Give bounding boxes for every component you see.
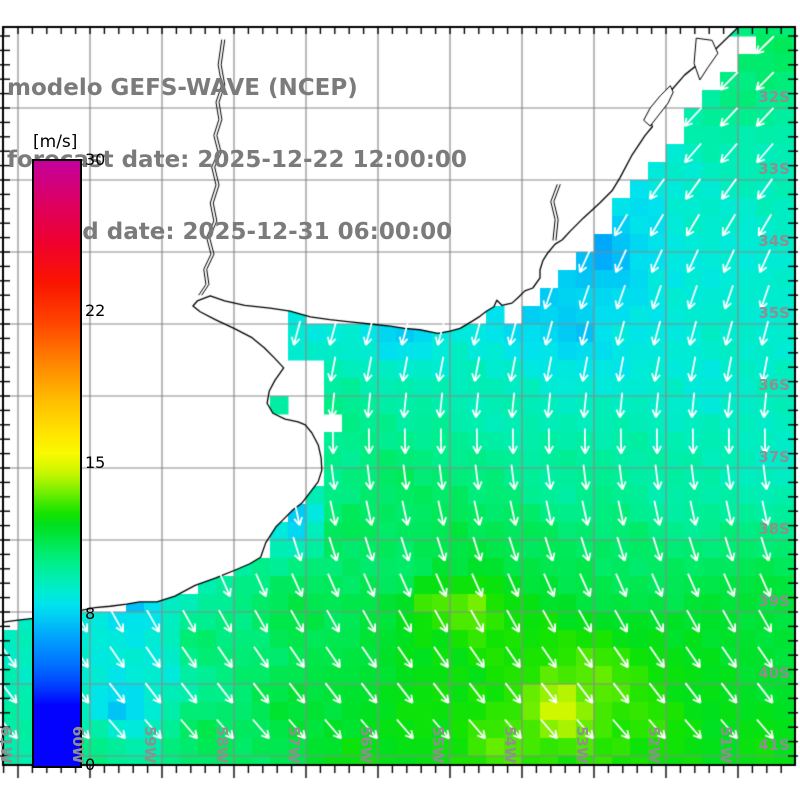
lat-axis-label: 37S (758, 448, 790, 466)
lat-axis-label: 40S (758, 664, 790, 682)
colorbar (32, 159, 82, 768)
lat-axis-label: 34S (758, 232, 790, 250)
lon-axis-label: 54W (501, 726, 519, 764)
lat-axis-label: 39S (758, 592, 790, 610)
lat-axis-label: 38S (758, 520, 790, 538)
colorbar-tick-label: 8 (85, 603, 96, 623)
lon-axis-label: 58W (213, 726, 231, 764)
lat-axis-label: 41S (758, 736, 790, 754)
lon-axis-label: 55W (429, 726, 447, 764)
lon-axis-label: 53W (573, 726, 591, 764)
lon-axis-label: 56W (357, 726, 375, 764)
colorbar-tick-label: 30 (85, 150, 106, 169)
lat-axis-label: 32S (758, 88, 790, 106)
lon-axis-label: 57W (285, 726, 303, 764)
model-title: modelo GEFS-WAVE (NCEP) (7, 75, 358, 101)
colorbar-tick-label: 22 (85, 301, 106, 321)
lon-axis-label: 51W (717, 726, 735, 764)
colorbar-tick-label: 0 (85, 755, 96, 774)
lon-axis-label: 52W (645, 726, 663, 764)
lat-axis-label: 36S (758, 376, 790, 394)
lon-axis-label: 61W (0, 726, 15, 764)
colorbar-tick-label: 15 (85, 452, 106, 472)
lon-axis-label: 59W (141, 726, 159, 764)
lat-axis-label: 35S (758, 304, 790, 322)
lat-axis-label: 33S (758, 160, 790, 178)
colorbar-unit-label: [m/s] (33, 132, 78, 152)
lon-axis-label: 60W (69, 726, 87, 764)
